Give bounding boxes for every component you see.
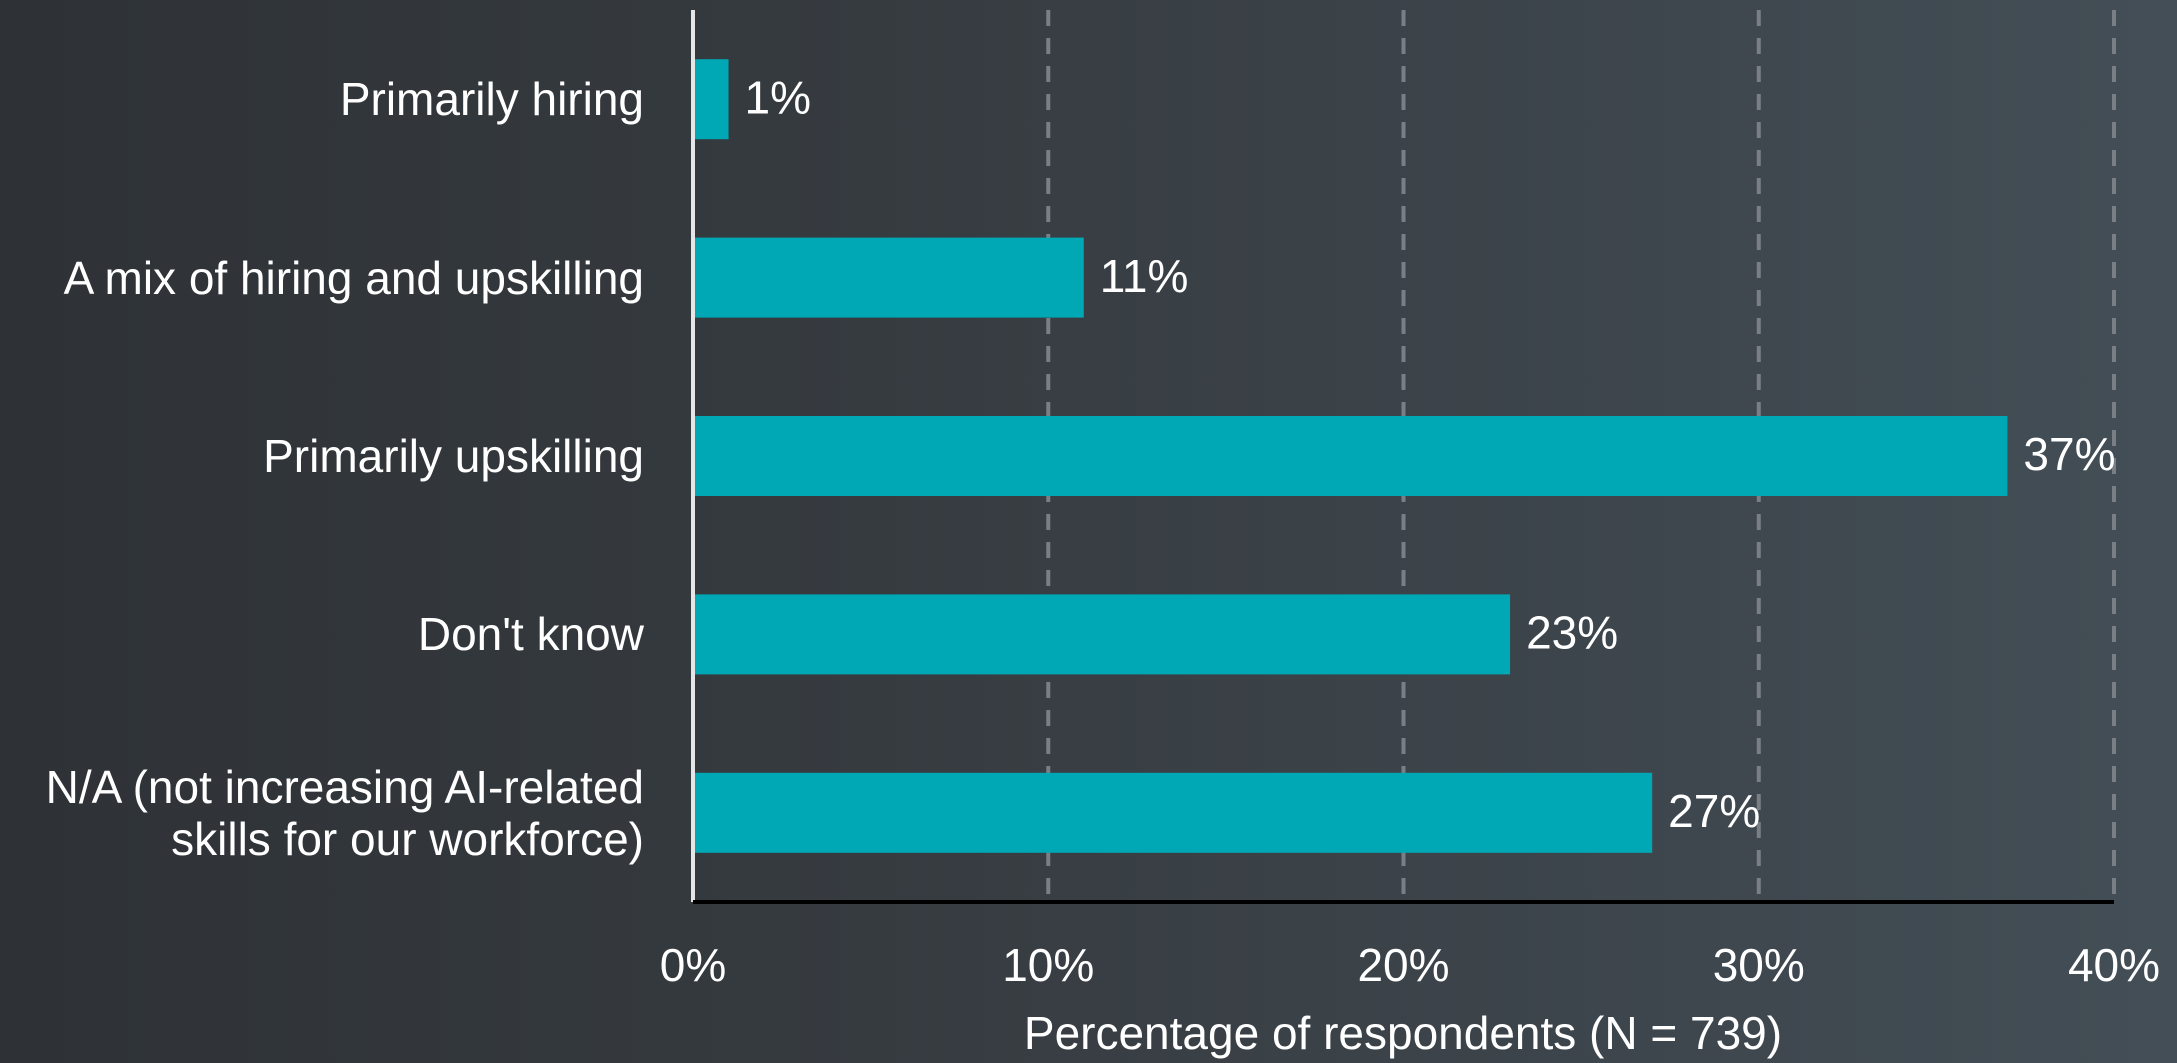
x-tick-label: 10% bbox=[1002, 939, 1094, 991]
value-label: 11% bbox=[1100, 250, 1189, 302]
bar bbox=[693, 59, 729, 140]
x-tick-label: 20% bbox=[1357, 939, 1449, 991]
value-label: 37% bbox=[2023, 428, 2115, 480]
x-tick-label: 40% bbox=[2068, 939, 2160, 991]
bar bbox=[693, 594, 1511, 675]
value-label: 1% bbox=[745, 71, 811, 123]
x-axis-label: Percentage of respondents (N = 739) bbox=[1024, 1007, 1782, 1059]
y-tick-label: Primarily hiring bbox=[339, 73, 644, 126]
x-tick-label: 30% bbox=[1713, 939, 1805, 991]
y-tick-label: A mix of hiring and upskilling bbox=[63, 251, 644, 304]
bar bbox=[693, 416, 2008, 496]
y-tick-label: N/A (not increasing AI-related skills fo… bbox=[45, 760, 644, 865]
y-tick-label: Don't know bbox=[417, 608, 644, 661]
value-label: 23% bbox=[1526, 607, 1618, 659]
value-label: 27% bbox=[1668, 785, 1760, 837]
y-tick-label: Primarily upskilling bbox=[263, 430, 644, 482]
x-tick-label: 0% bbox=[660, 939, 726, 991]
bar bbox=[693, 772, 1653, 853]
bar bbox=[693, 237, 1084, 318]
